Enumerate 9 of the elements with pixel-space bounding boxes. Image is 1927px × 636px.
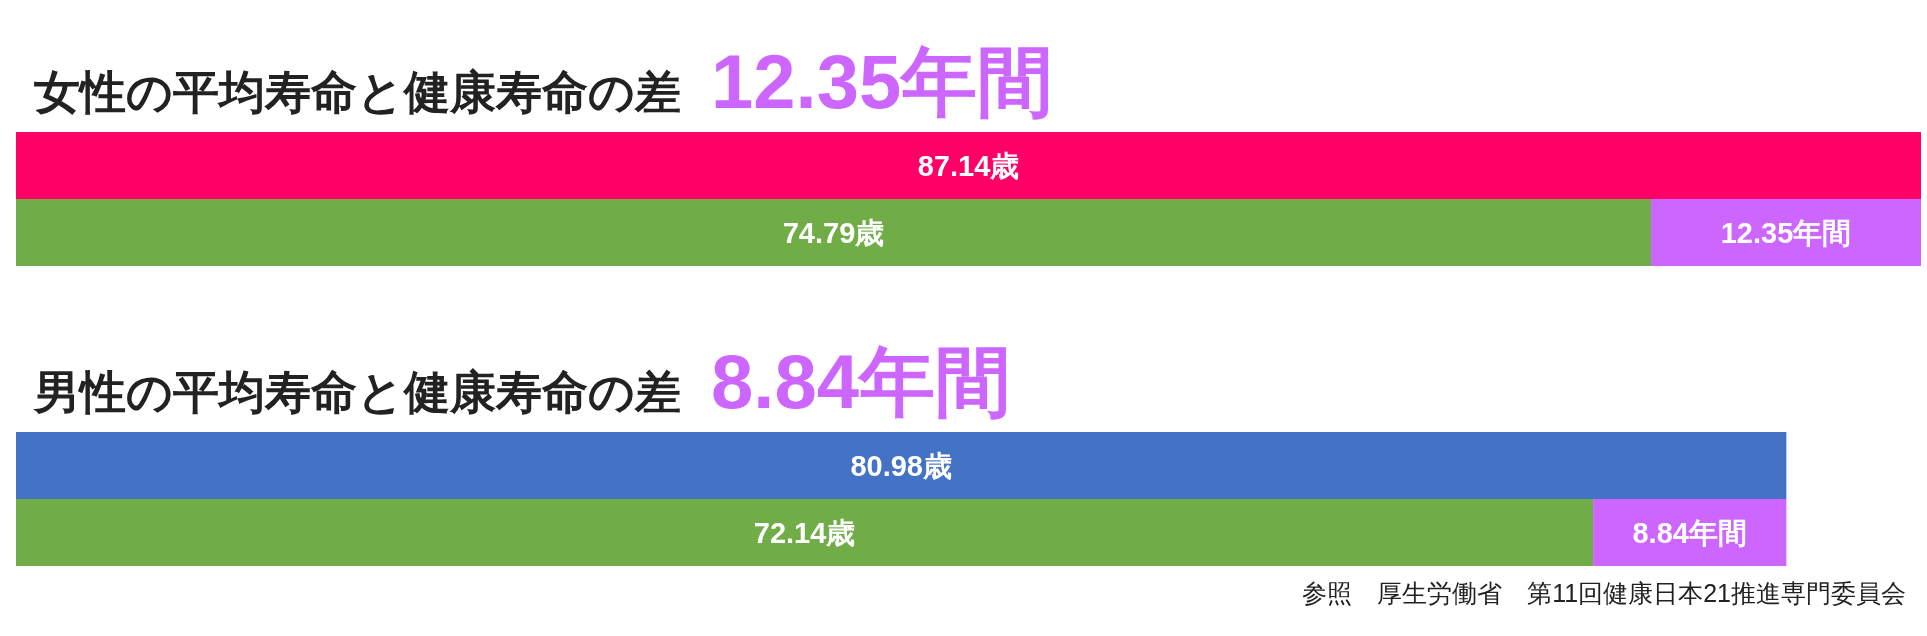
data-label: 80.98歳 (850, 449, 952, 482)
data-label: 87.14歳 (917, 149, 1020, 182)
data-label: 72.14歳 (753, 516, 856, 549)
text: 参照 厚生労働省 第11回健康日本21推進専門委員会 (1302, 579, 1906, 607)
chart-title: 男性の平均寿命と健康寿命の差 8.84年間 (32, 339, 1011, 424)
data-label: 74.79歳 (782, 216, 885, 249)
data-label: 12.35年間 (1720, 216, 1852, 249)
chart-title: 女性の平均寿命と健康寿命の差 12.35年間 (34, 39, 1054, 124)
data-label: 8.84年間 (1632, 516, 1747, 549)
